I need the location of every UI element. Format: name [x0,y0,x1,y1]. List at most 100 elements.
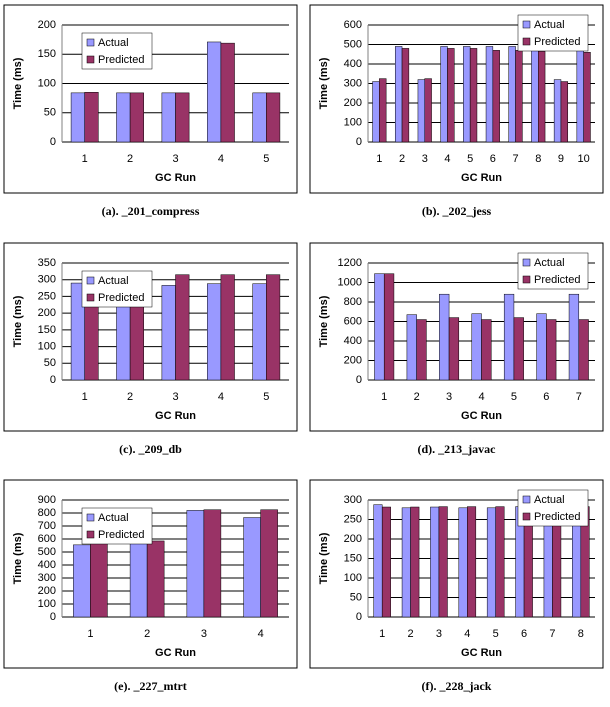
bar [161,92,176,143]
y-tick-label: 100 [38,77,56,89]
legend-label: Predicted [98,529,144,541]
bar [374,273,385,381]
y-tick-label: 800 [38,507,56,519]
y-tick-label: 50 [44,357,56,369]
legend-label: Predicted [534,36,580,48]
y-tick-label: 1000 [338,276,362,288]
bar [90,543,108,618]
bar [553,79,562,143]
bar [439,293,450,381]
legend-label: Actual [534,19,565,31]
x-tick-label: 4 [218,153,224,165]
x-tick-label: 4 [464,628,470,640]
y-tick-label: 600 [344,19,362,31]
legend-label: Actual [534,494,565,506]
bar [381,506,391,618]
legend-swatch [86,530,95,539]
bar [220,42,235,143]
x-tick-label: 1 [376,153,382,165]
x-tick-label: 1 [82,391,88,403]
bar [116,92,131,143]
bar [207,41,222,143]
y-tick-label: 50 [350,591,362,603]
x-tick-label: 1 [379,628,385,640]
x-tick-label: 2 [414,391,420,403]
x-tick-label: 1 [87,628,93,640]
bar [471,313,482,381]
bar [513,317,524,381]
bar [207,283,222,381]
legend-label: Actual [98,37,129,49]
caption: (a). _201_compress [102,204,200,218]
x-tick-label: 6 [521,628,527,640]
y-tick-label: 100 [38,340,56,352]
legend-label: Actual [98,512,129,524]
y-axis-label: Time (ms) [12,295,24,347]
bar [536,313,547,381]
caption: (e). _227_mtrt [114,679,187,693]
bar [401,48,410,143]
x-tick-label: 5 [263,153,269,165]
x-tick-label: 2 [127,153,133,165]
bar [252,283,267,381]
bar [146,540,165,618]
legend-swatch [522,512,531,521]
x-tick-label: 8 [578,628,584,640]
x-tick-label: 1 [82,153,88,165]
bar [203,509,222,618]
y-tick-label: 200 [344,533,362,545]
bar [492,50,500,143]
bar [546,319,557,381]
y-tick-label: 150 [38,48,56,60]
x-tick-label: 10 [578,153,590,165]
y-tick-label: 300 [344,494,362,506]
y-tick-label: 1200 [338,257,362,269]
caption: (d). _213_javac [418,442,497,456]
x-tick-label: 3 [436,628,442,640]
bar [373,504,383,618]
x-tick-label: 3 [422,153,428,165]
x-tick-label: 2 [144,628,150,640]
x-tick-label: 2 [408,628,414,640]
y-tick-label: 300 [38,274,56,286]
y-tick-label: 800 [344,296,362,308]
x-tick-label: 5 [493,628,499,640]
bar [243,517,261,618]
x-tick-label: 9 [558,153,564,165]
y-tick-label: 600 [344,315,362,327]
y-axis-label: Time (ms) [12,532,24,584]
bar [417,79,426,143]
bar [406,314,417,381]
x-tick-label: 7 [549,628,555,640]
bar [495,506,505,618]
x-tick-label: 7 [576,391,582,403]
y-tick-label: 350 [38,257,56,269]
x-tick-label: 2 [127,391,133,403]
x-axis-label: GC Run [461,172,502,184]
legend-swatch [522,258,531,267]
bar [463,46,471,143]
legend-label: Predicted [98,54,144,66]
legend-label: Predicted [534,511,580,523]
bar [186,510,205,618]
x-tick-label: 8 [535,153,541,165]
bar [175,274,190,381]
y-tick-label: 400 [344,335,362,347]
y-tick-label: 150 [38,324,56,336]
bar [481,319,492,381]
y-tick-label: 200 [38,19,56,31]
y-tick-label: 250 [344,513,362,525]
y-tick-label: 0 [356,136,362,148]
y-tick-label: 500 [38,546,56,558]
x-tick-label: 2 [399,153,405,165]
y-axis-label: Time (ms) [318,57,330,109]
bar [467,506,477,618]
legend-label: Actual [98,275,129,287]
bar [485,46,494,143]
bar [458,507,468,618]
x-axis-label: GC Run [461,410,502,422]
bar [560,81,569,143]
bar [410,506,420,618]
bar [372,81,380,143]
legend-swatch [86,513,95,522]
